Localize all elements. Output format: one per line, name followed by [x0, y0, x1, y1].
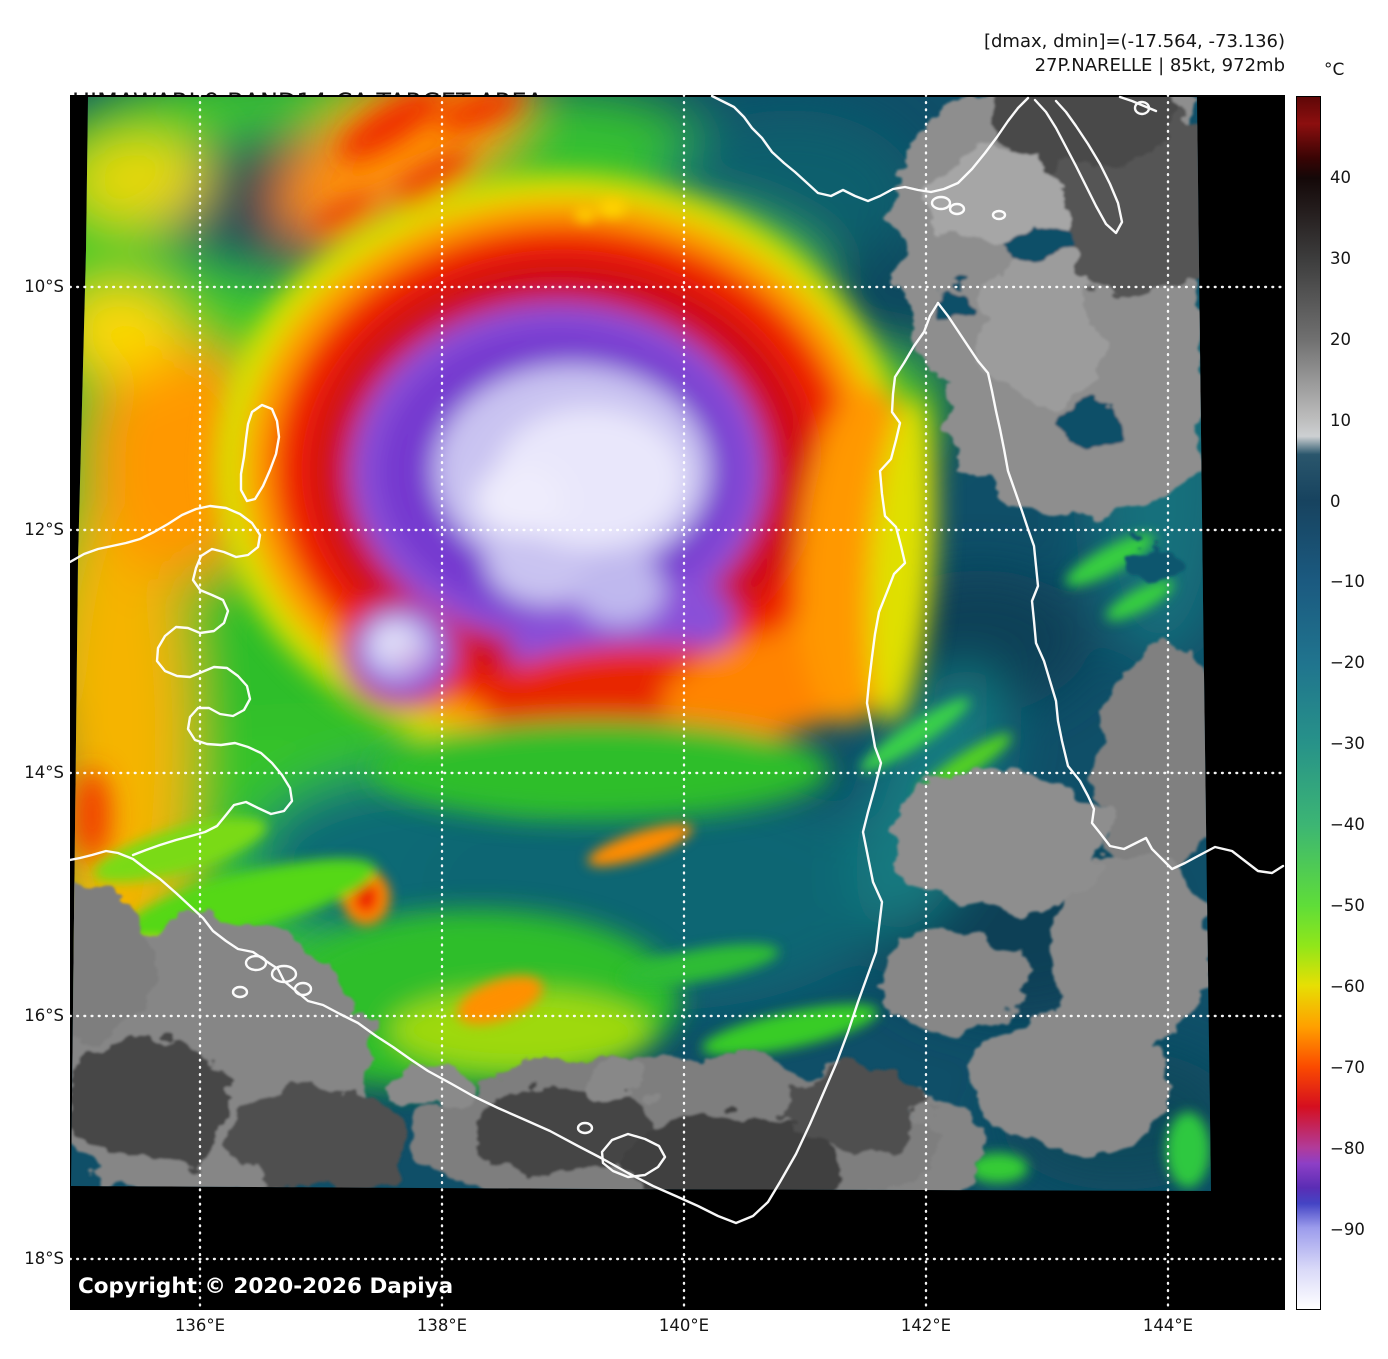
- coastline-cape-york-west-gulf: [70, 301, 940, 1225]
- lat-label-18s: 18°S: [24, 1249, 64, 1268]
- lon-label-138e: 138°E: [416, 1316, 468, 1335]
- island-pellew-2: [270, 964, 298, 984]
- colorbar-tick-n50: −50: [1330, 896, 1365, 915]
- map-plot-area: [70, 95, 1285, 1310]
- lon-label-140e: 140°E: [658, 1316, 710, 1335]
- figure-info-block: [dmax, dmin]=(-17.564, -73.136) 27P.NARE…: [984, 30, 1285, 78]
- lat-label-16s: 16°S: [24, 1006, 64, 1025]
- graticule: [70, 95, 1285, 1310]
- coastlines: [70, 95, 1285, 1225]
- lon-label-142e: 142°E: [900, 1316, 952, 1335]
- ir-imagery: [71, 97, 1211, 1191]
- storm-info-label: 27P.NARELLE | 85kt, 972mb: [1034, 55, 1285, 76]
- coastline-cape-york-east: [936, 301, 1285, 875]
- island-torres-3: [991, 209, 1007, 221]
- colorbar-unit-label: °C: [1324, 60, 1345, 80]
- colorbar-tick-0: 0: [1330, 492, 1341, 511]
- island-daru: [1133, 100, 1151, 116]
- colorbar-tick-n70: −70: [1330, 1058, 1365, 1077]
- satellite-map-canvas: [70, 95, 1285, 1310]
- lat-label-10s: 10°S: [24, 277, 64, 296]
- temperature-colorbar: [1296, 96, 1321, 1310]
- cyclone-system: [74, 97, 936, 1090]
- coastline-png-hook: [1033, 98, 1124, 235]
- colorbar-tick-30: 30: [1330, 249, 1351, 268]
- island-small-west: [576, 1121, 594, 1135]
- colorbar-tick-n30: −30: [1330, 734, 1365, 753]
- dmax-dmin-label: [dmax, dmin]=(-17.564, -73.136): [983, 31, 1285, 52]
- lon-label-136e: 136°E: [174, 1316, 226, 1335]
- colorbar-tick-40: 40: [1330, 168, 1351, 187]
- lon-label-144e: 144°E: [1142, 1316, 1194, 1335]
- island-mornington: [600, 1132, 667, 1179]
- copyright-watermark: Copyright © 2020-2026 Dapiya: [78, 1274, 454, 1299]
- island-torres-1: [930, 195, 952, 211]
- lat-label-14s: 14°S: [24, 763, 64, 782]
- island-pellew-1: [244, 954, 268, 972]
- colorbar-tick-10: 10: [1330, 411, 1351, 430]
- colorbar-tick-20: 20: [1330, 330, 1351, 349]
- colorbar-tick-n40: −40: [1330, 815, 1365, 834]
- coastline-arnhem-land: [70, 504, 294, 857]
- island-groote: [239, 403, 281, 503]
- lat-label-12s: 12°S: [24, 520, 64, 539]
- colorbar-tick-n10: −10: [1330, 572, 1365, 591]
- colorbar-tick-n80: −80: [1330, 1139, 1365, 1158]
- colorbar-tick-n20: −20: [1330, 653, 1365, 672]
- colorbar-tick-n90: −90: [1330, 1220, 1365, 1239]
- island-torres-2: [948, 202, 966, 216]
- gray-cloud-decks: [71, 97, 1211, 1191]
- island-pellew-4: [231, 985, 249, 999]
- colorbar-tick-n60: −60: [1330, 977, 1365, 996]
- coastline-png: [710, 95, 1030, 203]
- island-pellew-3: [293, 981, 313, 997]
